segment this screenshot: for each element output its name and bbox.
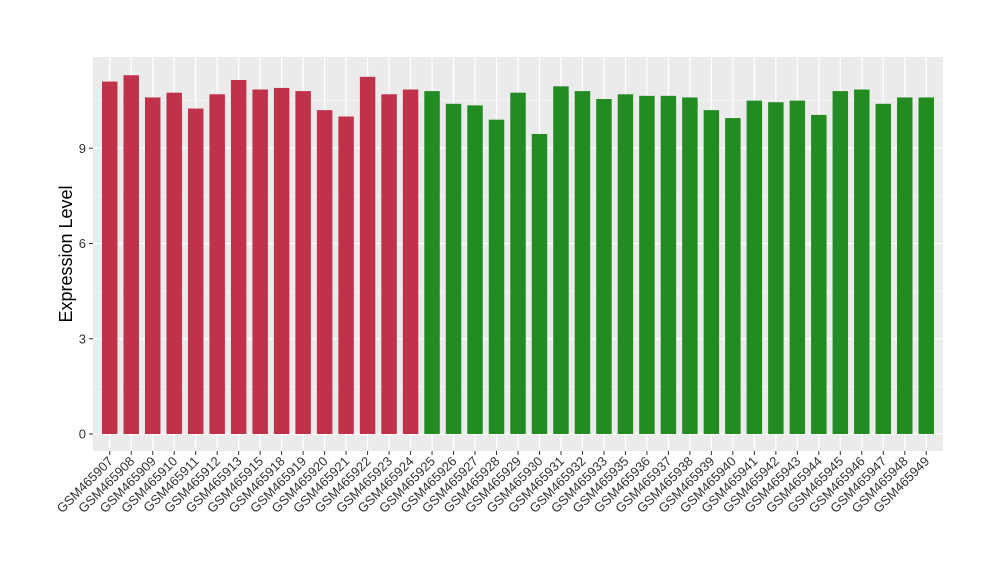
bar-GSM465912 xyxy=(209,94,225,435)
bar-GSM465926 xyxy=(445,103,462,435)
bar-GSM465922 xyxy=(359,76,376,434)
bar-GSM465919 xyxy=(295,91,311,434)
bar-GSM465921 xyxy=(338,116,354,434)
bar-GSM465930 xyxy=(531,133,548,434)
bar-GSM465907 xyxy=(102,81,118,434)
bar-GSM465924 xyxy=(402,89,419,434)
x-axis: GSM465907GSM465908GSM465909GSM465910GSM4… xyxy=(54,451,932,516)
bar-GSM465933 xyxy=(596,99,612,434)
bar-GSM465936 xyxy=(639,95,655,435)
bar-GSM465942 xyxy=(768,102,784,435)
y-axis: 0 3 6 9 xyxy=(79,141,93,442)
bar-GSM465920 xyxy=(316,110,333,435)
bar-GSM465909 xyxy=(144,97,161,434)
y-tick-label: 9 xyxy=(79,141,86,156)
bar-GSM465943 xyxy=(789,100,806,434)
bar-GSM465947 xyxy=(875,103,892,435)
bar-GSM465918 xyxy=(273,87,290,435)
bar-GSM465929 xyxy=(510,92,526,434)
bar-GSM465939 xyxy=(703,110,720,435)
bar-GSM465949 xyxy=(918,97,934,434)
bar-GSM465928 xyxy=(488,119,505,435)
bar-GSM465944 xyxy=(811,114,827,434)
bar-GSM465946 xyxy=(854,89,870,434)
bar-GSM465937 xyxy=(660,95,677,435)
bar-GSM465945 xyxy=(832,91,849,434)
bar-GSM465925 xyxy=(424,91,440,434)
bar-GSM465910 xyxy=(166,92,182,434)
bar-GSM465931 xyxy=(553,86,569,435)
bar-GSM465935 xyxy=(617,94,634,435)
bar-GSM465948 xyxy=(897,97,913,434)
bar-GSM465913 xyxy=(230,79,247,435)
bar-GSM465923 xyxy=(381,94,397,435)
y-tick-label: 6 xyxy=(79,236,86,251)
bar-GSM465911 xyxy=(187,108,204,434)
bar-GSM465941 xyxy=(746,100,763,434)
bar-GSM465927 xyxy=(467,105,483,434)
bar-GSM465908 xyxy=(123,75,139,434)
bars xyxy=(102,75,934,435)
bar-GSM465932 xyxy=(574,91,591,434)
y-tick-label: 3 xyxy=(79,331,86,346)
bar-GSM465915 xyxy=(252,89,268,434)
bar-GSM465938 xyxy=(682,97,698,434)
y-axis-title: Expression Level xyxy=(56,185,76,322)
y-tick-label: 0 xyxy=(79,427,86,442)
bar-GSM465940 xyxy=(725,118,741,435)
